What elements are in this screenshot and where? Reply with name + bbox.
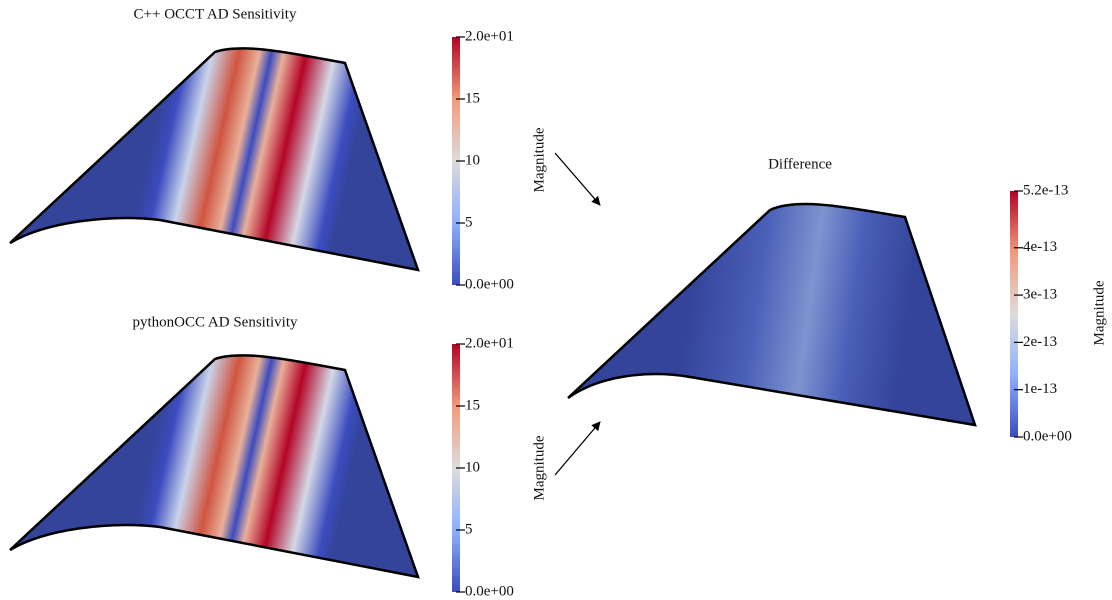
colorbar-label: Magnitude <box>531 127 547 192</box>
colorbar-tick-label: 1e-13 <box>1023 381 1057 397</box>
panel-title: Difference <box>768 156 832 172</box>
colorbar-tick-label: 5.2e-13 <box>1023 182 1068 198</box>
colorbar-tick-label: 10 <box>465 152 480 168</box>
colorbar-tick-label: 2.0e+01 <box>465 28 514 44</box>
colorbar-tick-label: 2.0e+01 <box>465 335 514 351</box>
colorbar <box>1010 191 1018 437</box>
colorbar-tick-label: 5 <box>465 521 473 537</box>
colorbar-tick-label: 3e-13 <box>1023 287 1057 303</box>
colorbar-label: Magnitude <box>531 435 547 500</box>
colorbar-tick-label: 5 <box>465 214 473 230</box>
figure: C++ OCCT AD Sensitivity 0.0e+00 5 10 15 2.0e+… <box>0 0 1112 600</box>
panel-title: pythonOCC AD Sensitivity <box>132 314 298 330</box>
colorbar-label: Magnitude <box>1091 280 1107 345</box>
panel-title: C++ OCCT AD Sensitivity <box>134 6 297 22</box>
surface <box>10 48 418 270</box>
colorbar-tick-label: 2e-13 <box>1023 334 1057 350</box>
surface <box>10 355 418 577</box>
colorbar-tick-label: 10 <box>465 459 480 475</box>
arrow <box>555 153 600 205</box>
colorbar-tick-label: 0.0e+00 <box>465 583 514 599</box>
colorbar-tick-label: 15 <box>465 90 480 106</box>
colorbar-tick-label: 0.0e+00 <box>1023 428 1072 444</box>
difference-surface <box>568 204 975 425</box>
colorbar-tick-label: 15 <box>465 397 480 413</box>
arrow <box>555 422 600 475</box>
colorbar-tick-label: 4e-13 <box>1023 239 1057 255</box>
colorbar-tick-label: 0.0e+00 <box>465 276 514 292</box>
